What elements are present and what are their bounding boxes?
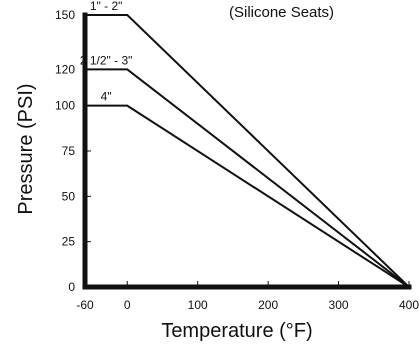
x-tick-label: 0 <box>124 298 131 312</box>
y-tick-label: 75 <box>62 144 76 158</box>
x-tick-label: 300 <box>329 298 349 312</box>
y-tick-label: 25 <box>62 235 76 249</box>
y-tick-label: 0 <box>68 280 75 294</box>
y-tick-label: 100 <box>55 99 75 113</box>
chart-title: (Silicone Seats) <box>229 4 334 21</box>
y-tick-label: 50 <box>62 189 76 203</box>
series-label-2: 2 1/2" - 3" <box>80 53 133 67</box>
series-labels: 1" - 2" 2 1/2" - 3" 4" <box>80 0 133 104</box>
y-axis-label: Pressure (PSI) <box>15 83 37 214</box>
series-line-3 <box>85 104 410 288</box>
x-tick-label: 400 <box>399 298 419 312</box>
x-axis-ticks: -60 0 100 200 300 400 <box>76 281 419 312</box>
series-label-3: 4" <box>101 90 112 104</box>
series-line-1 <box>85 14 410 288</box>
series-line-2 <box>85 68 410 288</box>
y-tick-label: 150 <box>55 8 75 22</box>
x-axis-label: Temperature (°F) <box>161 320 312 342</box>
y-tick-label: 120 <box>55 62 75 76</box>
x-tick-label: -60 <box>76 298 94 312</box>
axes <box>82 12 412 290</box>
series-lines <box>85 14 410 288</box>
x-tick-label: 200 <box>258 298 278 312</box>
series-label-1: 1" - 2" <box>90 0 123 13</box>
y-axis-ticks: 0 25 50 75 100 120 150 <box>55 8 91 294</box>
x-tick-label: 100 <box>188 298 208 312</box>
